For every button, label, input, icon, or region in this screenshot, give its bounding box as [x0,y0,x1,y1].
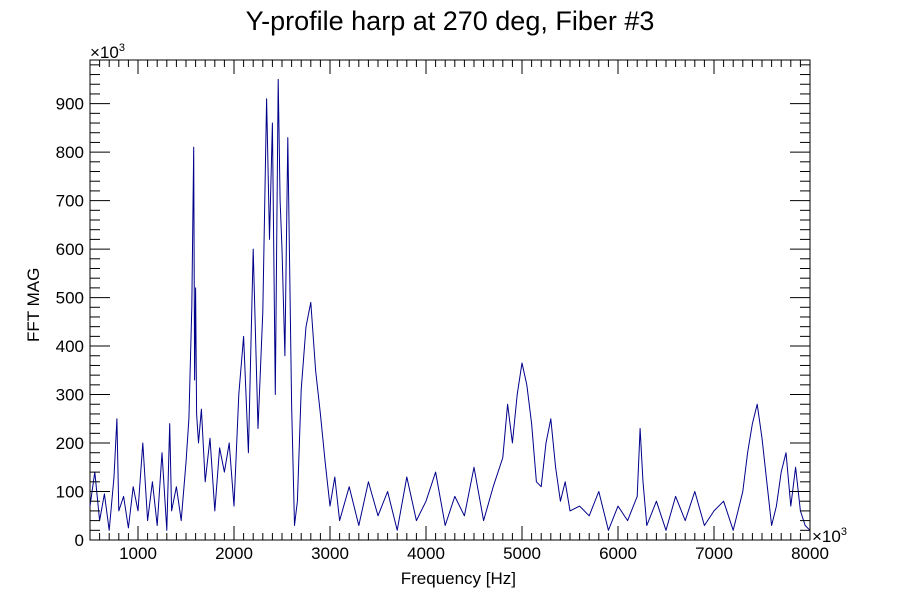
x-tick-label: 2000 [215,544,253,563]
x-axis-multiplier: ×103 [812,526,847,546]
x-tick-label: 5000 [503,544,541,563]
x-axis-ticks: 1000 2000 3000 4000 5000 6000 7000 8000 [89,60,829,563]
x-tick-label: 6000 [599,544,637,563]
y-multiplier-exponent: 3 [119,42,125,54]
x-axis-title: Frequency [Hz] [401,569,516,588]
y-tick-label: 700 [56,192,84,211]
signal-group [89,78,811,531]
y-tick-label: 500 [56,289,84,308]
x-tick-label: 1000 [119,544,157,563]
y-axis-ticks: 0 100 200 300 400 500 600 700 800 900 [56,64,810,550]
y-axis-title: FFT MAG [24,268,43,342]
y-tick-label: 200 [56,434,84,453]
fft-signal-line [89,78,811,531]
plot-frame [89,59,811,541]
y-multiplier-base: ×10 [90,43,119,62]
y-tick-label: 100 [56,483,84,502]
chart-title: Y-profile harp at 270 deg, Fiber #3 [246,6,655,36]
y-tick-label: 0 [75,531,84,550]
y-axis-multiplier: ×103 [90,42,125,62]
y-tick-label: 300 [56,386,84,405]
x-tick-label: 3000 [311,544,349,563]
y-tick-label: 600 [56,240,84,259]
x-multiplier-exponent: 3 [841,526,847,538]
x-tick-label: 8000 [791,544,829,563]
y-tick-label: 400 [56,337,84,356]
y-tick-label: 900 [56,95,84,114]
y-tick-label: 800 [56,143,84,162]
x-tick-label: 4000 [407,544,445,563]
x-tick-label: 7000 [695,544,733,563]
x-multiplier-base: ×10 [812,527,841,546]
